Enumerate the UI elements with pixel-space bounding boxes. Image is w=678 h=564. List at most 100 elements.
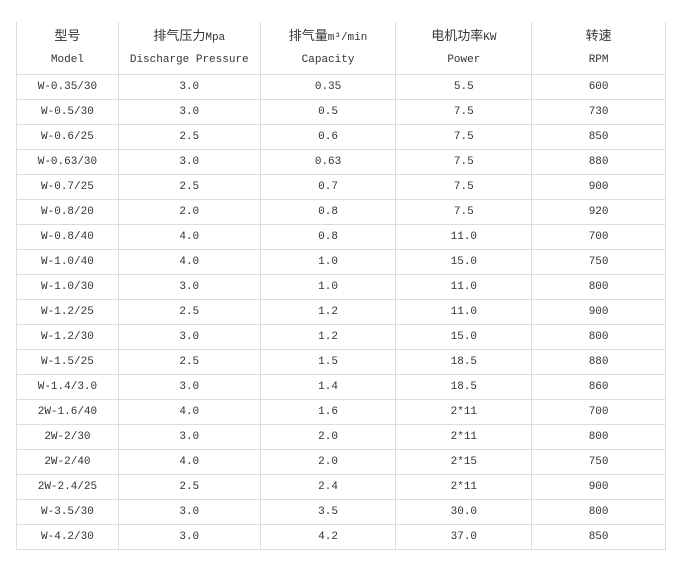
table-row: W-0.35/30 3.0 0.35 5.5 600 [16, 74, 666, 100]
header-discharge-pressure: 排气压力Mpa Discharge Pressure [117, 22, 261, 75]
table-row: W-3.5/30 3.0 3.5 30.0 800 [16, 499, 666, 525]
cell-discharge-pressure: 3.0 [117, 74, 261, 100]
cell-rpm: 920 [531, 199, 666, 225]
cell-model: W-0.7/25 [16, 174, 119, 200]
cell-capacity: 0.7 [259, 174, 397, 200]
header-unit: Mpa [205, 31, 226, 44]
header-cn: 型号 [54, 28, 81, 44]
cell-power: 11.0 [395, 299, 533, 325]
cell-discharge-pressure: 2.5 [117, 349, 261, 375]
header-en: RPM [588, 53, 609, 66]
table-row: W-0.5/30 3.0 0.5 7.5 730 [16, 99, 666, 125]
cell-rpm: 800 [531, 274, 666, 300]
cell-discharge-pressure: 2.5 [117, 299, 261, 325]
cell-power: 7.5 [395, 199, 533, 225]
cell-capacity: 3.5 [259, 499, 397, 525]
header-unit: m³/min [327, 31, 368, 44]
header-en: Power [447, 53, 481, 66]
cell-discharge-pressure: 4.0 [117, 224, 261, 250]
header-en: Discharge Pressure [129, 53, 249, 66]
cell-capacity: 2.0 [259, 424, 397, 450]
cell-discharge-pressure: 3.0 [117, 99, 261, 125]
header-power: 电机功率KW Power [395, 22, 533, 75]
cell-model: W-0.8/40 [16, 224, 119, 250]
cell-model: W-0.63/30 [16, 149, 119, 175]
cell-model: 2W-1.6/40 [16, 399, 119, 425]
cell-rpm: 900 [531, 299, 666, 325]
cell-model: W-0.5/30 [16, 99, 119, 125]
table-row: W-1.5/25 2.5 1.5 18.5 880 [16, 349, 666, 375]
cell-model: W-1.5/25 [16, 349, 119, 375]
cell-rpm: 600 [531, 74, 666, 100]
cell-capacity: 0.6 [259, 124, 397, 150]
table-row: 2W-2.4/25 2.5 2.4 2*11 900 [16, 474, 666, 500]
table-row: 2W-2/30 3.0 2.0 2*11 800 [16, 424, 666, 450]
table-row: 2W-2/40 4.0 2.0 2*15 750 [16, 449, 666, 475]
cell-power: 2*11 [395, 424, 533, 450]
cell-capacity: 0.8 [259, 224, 397, 250]
cell-power: 15.0 [395, 249, 533, 275]
cell-power: 7.5 [395, 99, 533, 125]
cell-model: 2W-2/40 [16, 449, 119, 475]
cell-model: W-1.0/40 [16, 249, 119, 275]
cell-capacity: 1.2 [259, 324, 397, 350]
cell-capacity: 1.4 [259, 374, 397, 400]
header-en: Model [50, 53, 84, 66]
cell-rpm: 750 [531, 249, 666, 275]
header-capacity: 排气量m³/min Capacity [259, 22, 397, 75]
cell-discharge-pressure: 2.5 [117, 174, 261, 200]
cell-power: 30.0 [395, 499, 533, 525]
table-row: W-1.2/25 2.5 1.2 11.0 900 [16, 299, 666, 325]
cell-power: 18.5 [395, 374, 533, 400]
cell-discharge-pressure: 4.0 [117, 249, 261, 275]
table-row: W-0.8/40 4.0 0.8 11.0 700 [16, 224, 666, 250]
cell-capacity: 1.6 [259, 399, 397, 425]
cell-rpm: 880 [531, 149, 666, 175]
cell-rpm: 800 [531, 324, 666, 350]
cell-capacity: 1.2 [259, 299, 397, 325]
cell-model: W-0.35/30 [16, 74, 119, 100]
cell-discharge-pressure: 2.5 [117, 124, 261, 150]
header-cn: 排气量 [288, 28, 328, 44]
cell-rpm: 750 [531, 449, 666, 475]
cell-discharge-pressure: 3.0 [117, 374, 261, 400]
cell-discharge-pressure: 3.0 [117, 524, 261, 550]
cell-rpm: 850 [531, 124, 666, 150]
cell-discharge-pressure: 3.0 [117, 424, 261, 450]
cell-model: W-4.2/30 [16, 524, 119, 550]
cell-rpm: 730 [531, 99, 666, 125]
header-unit: KW [483, 31, 497, 44]
cell-rpm: 860 [531, 374, 666, 400]
cell-power: 7.5 [395, 174, 533, 200]
table-row: W-1.2/30 3.0 1.2 15.0 800 [16, 324, 666, 350]
cell-rpm: 880 [531, 349, 666, 375]
header-cn: 电机功率 [431, 28, 484, 44]
cell-rpm: 800 [531, 424, 666, 450]
cell-model: W-1.2/30 [16, 324, 119, 350]
cell-discharge-pressure: 3.0 [117, 274, 261, 300]
cell-power: 2*11 [395, 474, 533, 500]
cell-power: 15.0 [395, 324, 533, 350]
cell-capacity: 1.5 [259, 349, 397, 375]
cell-rpm: 700 [531, 399, 666, 425]
cell-capacity: 0.63 [259, 149, 397, 175]
cell-capacity: 1.0 [259, 274, 397, 300]
cell-model: 2W-2.4/25 [16, 474, 119, 500]
cell-power: 2*15 [395, 449, 533, 475]
cell-rpm: 900 [531, 174, 666, 200]
table-row: W-1.4/3.0 3.0 1.4 18.5 860 [16, 374, 666, 400]
cell-discharge-pressure: 4.0 [117, 399, 261, 425]
cell-power: 37.0 [395, 524, 533, 550]
cell-power: 7.5 [395, 149, 533, 175]
cell-power: 5.5 [395, 74, 533, 100]
cell-power: 11.0 [395, 274, 533, 300]
cell-model: W-0.6/25 [16, 124, 119, 150]
table-row: 2W-1.6/40 4.0 1.6 2*11 700 [16, 399, 666, 425]
header-model: 型号 Model [16, 22, 119, 75]
cell-power: 11.0 [395, 224, 533, 250]
cell-model: W-3.5/30 [16, 499, 119, 525]
table-row: W-0.7/25 2.5 0.7 7.5 900 [16, 174, 666, 200]
cell-capacity: 1.0 [259, 249, 397, 275]
cell-power: 2*11 [395, 399, 533, 425]
table-row: W-0.8/20 2.0 0.8 7.5 920 [16, 199, 666, 225]
